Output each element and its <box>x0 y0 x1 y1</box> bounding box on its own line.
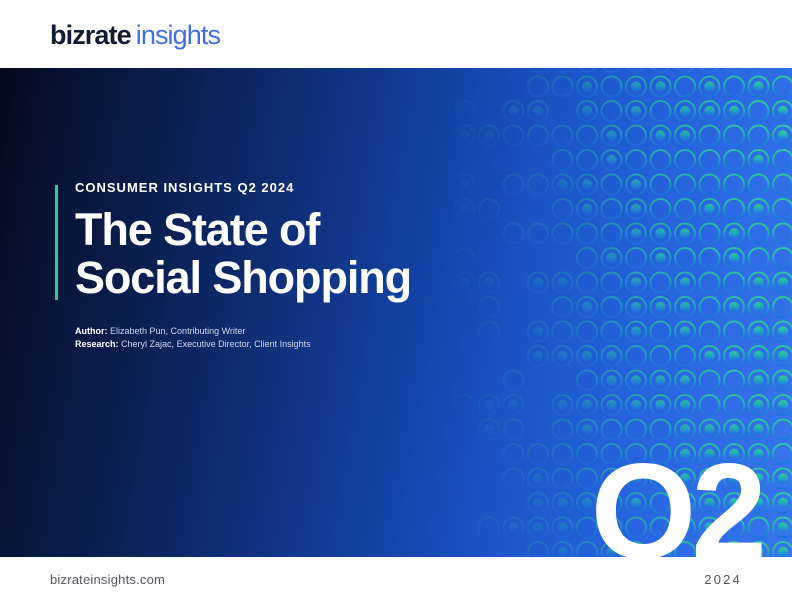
quarter-badge-q2: Q2 <box>590 435 767 557</box>
footer-website-link[interactable]: bizrateinsights.com <box>50 572 166 587</box>
credit-label: Author: <box>75 326 108 336</box>
logo-word-bizrate: bizrate <box>50 20 132 50</box>
credit-row-research: Research: Cheryl Zajac, Executive Direct… <box>75 338 311 351</box>
bizrate-insights-logo[interactable]: bizrate insights <box>50 20 221 50</box>
header-bar: bizrate insights <box>0 0 792 68</box>
footer-bar: bizrateinsights.com 2024 <box>0 557 792 612</box>
footer-year: 2024 <box>704 572 742 587</box>
accent-bar <box>55 185 58 300</box>
credit-value: Elizabeth Pun, Contributing Writer <box>110 326 246 336</box>
eyebrow-label: CONSUMER INSIGHTS Q2 2024 <box>75 180 295 195</box>
credit-label: Research: <box>75 339 119 349</box>
credit-row-author: Author: Elizabeth Pun, Contributing Writ… <box>75 325 311 338</box>
hero-banner: Q2 CONSUMER INSIGHTS Q2 2024 The State o… <box>0 68 792 557</box>
page-title: The State of Social Shopping <box>75 204 412 303</box>
dot-grid-pattern <box>0 68 792 557</box>
credits-block: Author: Elizabeth Pun, Contributing Writ… <box>75 325 311 351</box>
credit-value: Cheryl Zajac, Executive Director, Client… <box>121 339 311 349</box>
logo-word-insights: insights <box>135 20 221 50</box>
hero-copy: CONSUMER INSIGHTS Q2 2024 The State of S… <box>75 180 495 302</box>
